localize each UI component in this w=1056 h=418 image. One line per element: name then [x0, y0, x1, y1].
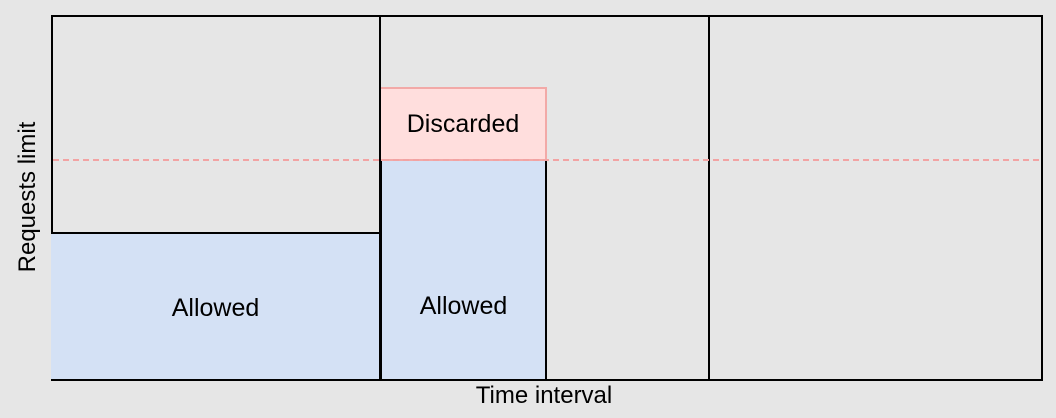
allowed-block-first-interval: Allowed [51, 232, 382, 379]
requests-limit-line [53, 159, 1039, 161]
discarded-label: Discarded [406, 109, 520, 138]
diagram-frame [51, 15, 1043, 381]
interval-divider-2 [708, 15, 710, 379]
x-axis-label: Time interval [475, 382, 613, 409]
allowed-block-second-interval: Allowed [380, 159, 547, 379]
allowed-label: Allowed [171, 294, 260, 322]
interval-divider-1 [379, 15, 381, 379]
y-axis-label: Requests limit [14, 121, 41, 273]
allowed-label: Allowed [419, 291, 508, 320]
discarded-block: Discarded [379, 87, 547, 161]
